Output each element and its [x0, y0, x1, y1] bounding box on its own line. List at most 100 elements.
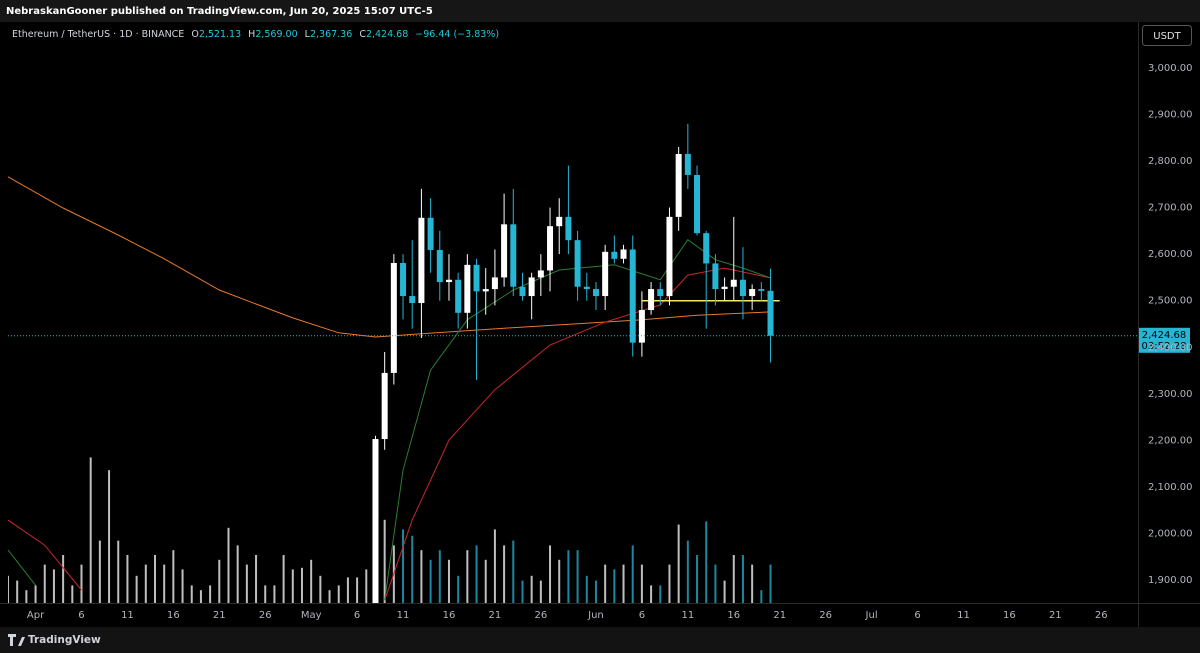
candle-body [491, 277, 498, 290]
candle-body [565, 216, 572, 241]
candle-body [620, 249, 627, 259]
ohlc-value: 2,569.00 [255, 29, 297, 40]
candle-body [501, 224, 508, 278]
moving-average [8, 238, 771, 601]
candle-body [390, 262, 397, 373]
candle-body [730, 279, 737, 287]
volume-bar [558, 559, 561, 603]
y-tick-label: 2,100.00 [1148, 482, 1193, 493]
volume-bar [282, 555, 285, 603]
candle-body [684, 153, 691, 175]
volume-bar [300, 567, 303, 603]
volume-bar [705, 521, 708, 603]
x-tick-label: 6 [354, 610, 360, 621]
candle-body [519, 286, 526, 297]
candle-body [666, 216, 673, 297]
candle-body [602, 251, 609, 297]
volume-bar [640, 564, 643, 603]
candle-body [556, 216, 563, 227]
volume-bar [723, 580, 726, 603]
x-tick-label: 11 [397, 610, 410, 621]
volume-bar [594, 580, 597, 603]
last-price-box [1139, 327, 1190, 353]
volume-bar [714, 564, 717, 603]
y-tick-label: 2,600.00 [1148, 249, 1193, 260]
change: −96.44 (−3.83%) [415, 29, 499, 40]
volume-bar [25, 590, 28, 603]
volume-bar [255, 555, 258, 603]
volume-bar [346, 577, 349, 603]
brand-logo: TradingView [8, 634, 101, 646]
volume-bar [209, 585, 212, 603]
header-bar [0, 0, 1200, 22]
y-tick-label: 2,900.00 [1148, 109, 1193, 120]
volume-bar [576, 550, 579, 603]
volume-bar [650, 585, 653, 603]
candle-body [638, 310, 645, 343]
x-tick-label: 26 [259, 610, 272, 621]
candle-body [381, 372, 388, 440]
x-tick-label: 26 [819, 610, 832, 621]
brand: TradingView [28, 634, 101, 646]
candle-body [547, 226, 554, 271]
volume-bar [466, 550, 469, 603]
volume-bar [52, 569, 55, 603]
x-tick-label: 21 [489, 610, 502, 621]
x-tick-label: 6 [78, 610, 84, 621]
candle-body [592, 289, 599, 297]
volume-bar [16, 580, 19, 603]
y-tick-label: 2,500.00 [1148, 296, 1193, 307]
volume-bar [337, 585, 340, 603]
candle-body [721, 286, 728, 290]
y-tick-label: 2,800.00 [1148, 156, 1193, 167]
volume-bar [227, 527, 230, 603]
x-tick-label: Jul [865, 610, 878, 621]
candle-body [749, 289, 756, 297]
candle-body [694, 174, 701, 234]
volume-bar [512, 540, 515, 603]
volume-bar [732, 555, 735, 603]
y-tick-label: 2,300.00 [1148, 389, 1193, 400]
volume-bar [199, 590, 202, 603]
ohlc-label: O [191, 29, 198, 40]
candle-body [455, 279, 462, 313]
ohlc-value: 2,521.13 [199, 29, 241, 40]
x-tick-label: 26 [1095, 610, 1108, 621]
y-tick-label: 2,200.00 [1148, 435, 1193, 446]
volume-bar [245, 564, 248, 603]
x-tick-label: 16 [167, 610, 180, 621]
volume-bar [751, 564, 754, 603]
x-tick-label: 16 [443, 610, 456, 621]
candle-body [528, 277, 535, 297]
candle-body [372, 439, 379, 603]
x-tick-label: 11 [681, 610, 694, 621]
ohlc-label: C [359, 29, 366, 40]
x-tick-label: 11 [121, 610, 134, 621]
countdown: 03:52:28 [1142, 341, 1187, 352]
volume-bar [659, 585, 662, 603]
ohlc-label: H [248, 29, 255, 40]
volume-bar [328, 590, 331, 603]
x-tick-label: 16 [1003, 610, 1016, 621]
volume-bar [356, 577, 359, 603]
volume-bar [539, 580, 542, 603]
currency-button[interactable] [1142, 25, 1192, 46]
volume-bar [264, 585, 267, 603]
volume-bar [696, 555, 699, 603]
volume-bar [80, 564, 83, 603]
y-tick-label: 2,000.00 [1148, 529, 1193, 540]
candle-body [648, 289, 655, 311]
volume-bar [668, 564, 671, 603]
footer-bar [0, 627, 1200, 653]
candle-body [436, 249, 443, 283]
volume-bar [71, 585, 74, 603]
x-tick-label: 6 [639, 610, 645, 621]
currency[interactable]: USDT [1153, 31, 1181, 42]
volume-bar [631, 545, 634, 603]
volume-bar [181, 569, 184, 603]
volume-bar [34, 585, 37, 603]
volume-bar [319, 575, 322, 603]
candle-body [400, 262, 407, 297]
